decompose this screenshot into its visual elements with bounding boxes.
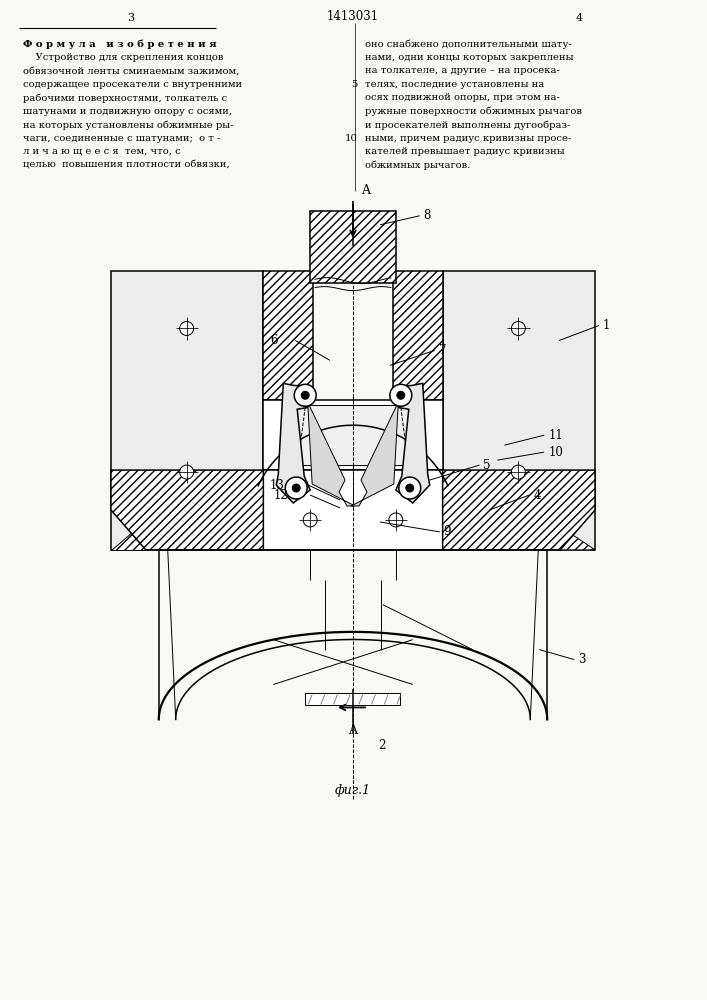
Polygon shape	[393, 383, 430, 503]
Text: 5: 5	[351, 80, 358, 89]
Circle shape	[180, 321, 194, 335]
Text: ными, причем радиус кривизны просе-: ными, причем радиус кривизны просе-	[365, 134, 571, 143]
Circle shape	[406, 484, 414, 492]
Text: кателей превышает радиус кривизны: кателей превышает радиус кривизны	[365, 147, 565, 156]
Text: фиг.1: фиг.1	[335, 784, 371, 797]
Text: 2: 2	[378, 739, 385, 752]
Text: нами, одни концы которых закреплены: нами, одни концы которых закреплены	[365, 53, 573, 62]
Text: на которых установлены обжимные ры-: на которых установлены обжимные ры-	[23, 120, 234, 130]
Polygon shape	[393, 271, 443, 400]
Text: 6: 6	[270, 334, 277, 347]
Text: 12: 12	[274, 489, 288, 502]
Text: 1: 1	[603, 319, 610, 332]
Bar	[443, 271, 595, 550]
Text: содержащее просекатели с внутренними: содержащее просекатели с внутренними	[23, 80, 243, 89]
Circle shape	[303, 513, 317, 527]
Text: обвязочной ленты сминаемым зажимом,: обвязочной ленты сминаемым зажимом,	[23, 66, 240, 75]
Polygon shape	[263, 271, 313, 400]
Text: Устройство для скрепления концов: Устройство для скрепления концов	[23, 53, 223, 62]
Text: 13: 13	[269, 479, 284, 492]
Circle shape	[285, 477, 307, 499]
Circle shape	[389, 513, 403, 527]
Bar	[263, 470, 443, 550]
Text: ружные поверхности обжимных рычагов: ружные поверхности обжимных рычагов	[365, 107, 582, 116]
Text: 7: 7	[438, 344, 446, 357]
Polygon shape	[276, 383, 313, 503]
Text: 10: 10	[345, 134, 358, 143]
Text: Ф о р м у л а   и з о б р е т е н и я: Ф о р м у л а и з о б р е т е н и я	[23, 39, 217, 49]
Polygon shape	[310, 211, 396, 283]
Polygon shape	[351, 393, 405, 506]
Text: осях подвижной опоры, при этом на-: осях подвижной опоры, при этом на-	[365, 93, 560, 102]
Text: 9: 9	[444, 525, 451, 538]
Text: 11: 11	[548, 429, 563, 442]
Text: рабочими поверхностями, толкатель с: рабочими поверхностями, толкатель с	[23, 93, 228, 103]
Text: целью  повышения плотности обвязки,: целью повышения плотности обвязки,	[23, 160, 230, 169]
Bar	[111, 271, 263, 550]
Polygon shape	[443, 470, 595, 550]
Polygon shape	[301, 393, 355, 506]
Text: 1413031: 1413031	[327, 10, 379, 23]
Text: шатунами и подвижную опору с осями,: шатунами и подвижную опору с осями,	[23, 107, 233, 116]
Text: оно снабжено дополнительными шату-: оно снабжено дополнительными шату-	[365, 39, 572, 49]
Circle shape	[511, 321, 525, 335]
Circle shape	[294, 384, 316, 406]
Circle shape	[180, 465, 194, 479]
Bar	[263, 400, 443, 470]
Circle shape	[292, 484, 300, 492]
Text: и просекателей выполнены дугообраз-: и просекателей выполнены дугообраз-	[365, 120, 571, 130]
Text: обжимных рычагов.: обжимных рычагов.	[365, 160, 470, 170]
Polygon shape	[443, 520, 595, 550]
Polygon shape	[111, 520, 263, 550]
Polygon shape	[111, 470, 263, 550]
Text: л и ч а ю щ е е с я  тем, что, с: л и ч а ю щ е е с я тем, что, с	[23, 147, 181, 156]
Text: 4: 4	[575, 13, 583, 23]
Text: A: A	[348, 724, 357, 737]
Circle shape	[397, 391, 405, 399]
Text: 5: 5	[484, 459, 491, 472]
Text: 4: 4	[533, 489, 541, 502]
Bar	[305, 693, 400, 705]
Text: 10: 10	[548, 446, 563, 459]
Text: A: A	[361, 184, 370, 197]
Text: чаги, соединенные с шатунами;  о т -: чаги, соединенные с шатунами; о т -	[23, 134, 221, 143]
Circle shape	[390, 384, 411, 406]
Text: на толкателе, а другие – на просека-: на толкателе, а другие – на просека-	[365, 66, 560, 75]
Text: 3: 3	[127, 13, 134, 23]
Circle shape	[511, 465, 525, 479]
Text: 3: 3	[578, 653, 585, 666]
Text: телях, последние установлены на: телях, последние установлены на	[365, 80, 544, 89]
Bar	[291, 405, 416, 465]
Text: 8: 8	[423, 209, 431, 222]
Circle shape	[301, 391, 309, 399]
Circle shape	[399, 477, 421, 499]
